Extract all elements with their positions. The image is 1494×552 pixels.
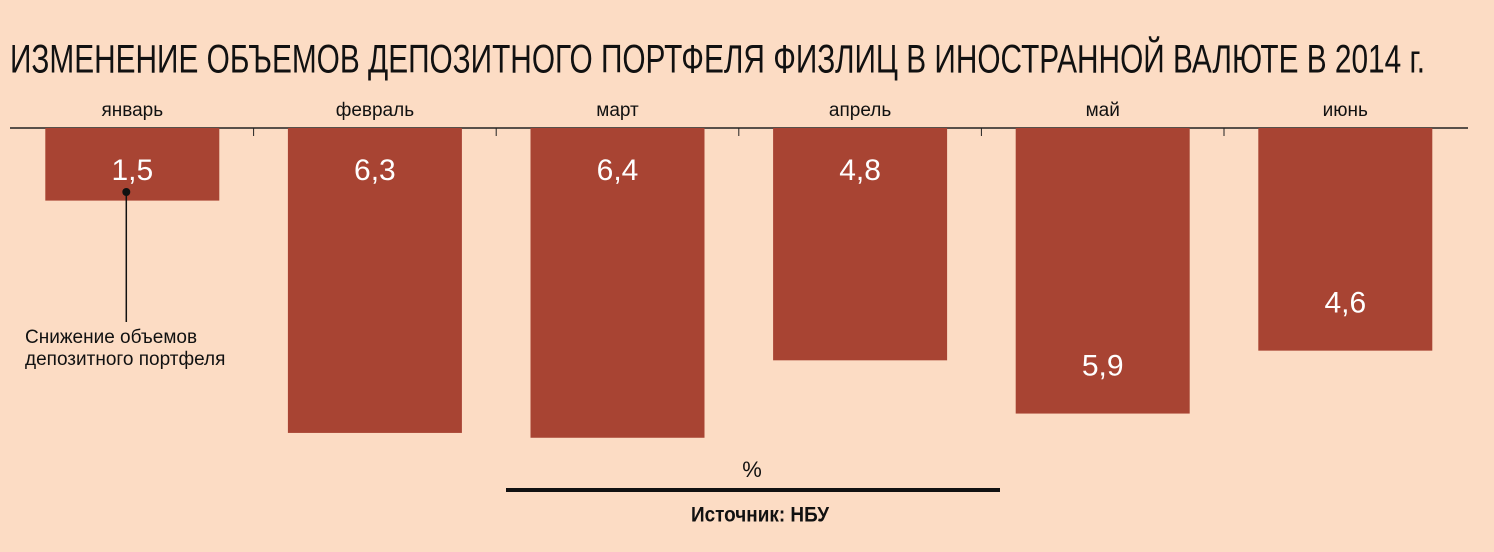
- value-label: 4,6: [1324, 287, 1366, 320]
- source: Источник: НБУ: [691, 504, 830, 527]
- x-tick-label: апрель: [829, 100, 891, 121]
- x-tick-label: февраль: [336, 100, 415, 121]
- x-tick-label: март: [596, 100, 639, 121]
- value-label: 4,8: [839, 154, 881, 187]
- bar: [530, 128, 705, 438]
- bar: [1258, 128, 1433, 351]
- x-tick-label: январь: [101, 100, 163, 121]
- chart-title: ИЗМЕНЕНИЕ ОБЪЕМОВ ДЕПОЗИТНОГО ПОРТФЕЛЯ Ф…: [10, 36, 1425, 82]
- value-label: 6,3: [354, 154, 396, 187]
- x-tick-label: июнь: [1323, 100, 1368, 121]
- value-label: 5,9: [1082, 349, 1124, 382]
- bar: [287, 128, 462, 433]
- x-tick-label: май: [1086, 100, 1120, 121]
- bar: [773, 128, 948, 361]
- bar: [1015, 128, 1190, 414]
- value-label: 6,4: [597, 154, 639, 187]
- annotation: Снижение объемов: [25, 327, 197, 348]
- value-label: 1,5: [111, 154, 153, 187]
- bar: [45, 128, 220, 201]
- annotation: депозитного портфеля: [25, 349, 225, 370]
- y-label: %: [742, 457, 762, 482]
